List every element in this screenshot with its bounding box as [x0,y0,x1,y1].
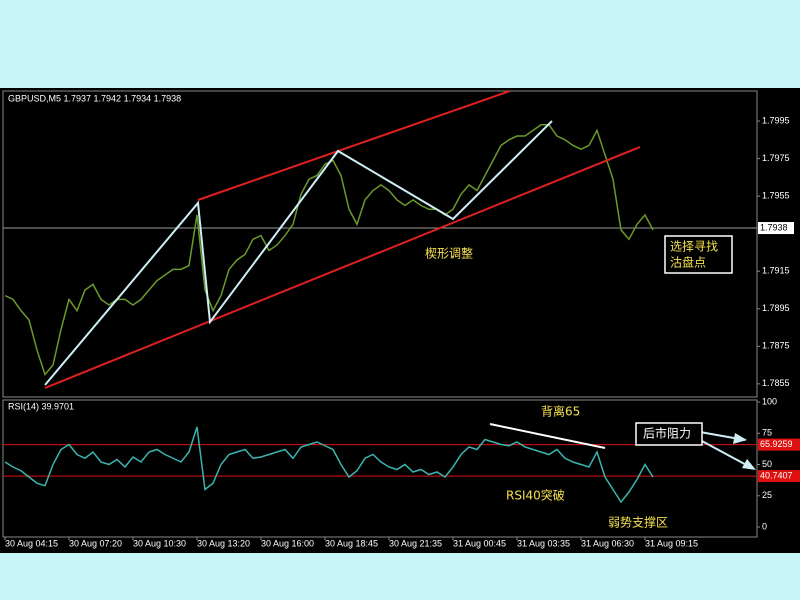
x-tick-label: 31 Aug 09:15 [645,538,698,548]
annotation: 后市阻力 [643,426,691,441]
arrow [699,439,753,469]
price-panel [2,90,758,398]
arrow-head [742,459,756,470]
last-price-label: 1.7938 [760,222,788,232]
x-tick-label: 30 Aug 18:45 [325,538,378,548]
y-tick-label: 1.7875 [762,341,790,351]
y-tick-label: 100 [762,396,777,406]
wave-line [44,120,553,386]
y-tick-label: 1.7915 [762,266,790,276]
level-label: 40.7407 [760,470,793,480]
x-tick-label: 30 Aug 16:00 [261,538,314,548]
y-tick-label: 1.7895 [762,303,790,313]
x-tick-label: 31 Aug 03:35 [517,538,570,548]
trend-line [44,146,641,389]
rsi-panel [2,399,758,538]
annotation: 沽盘点 [670,255,706,270]
y-tick-label: 50 [762,459,772,469]
y-tick-label: 1.7995 [762,115,790,125]
arrow-head [733,433,747,444]
annotation-box [664,235,733,274]
x-tick-label: 31 Aug 00:45 [453,538,506,548]
annotation: 背离65 [541,404,580,419]
annotation: 弱势支撑区 [608,515,668,530]
x-tick-label: 30 Aug 04:15 [5,538,58,548]
annotation: 选择寻找 [670,240,718,254]
y-tick-label: 1.7975 [762,153,790,163]
y-tick-label: 0 [762,521,767,531]
level-label-bg [758,438,800,451]
x-tick-label: 30 Aug 21:35 [389,538,442,548]
y-tick-label: 1.7955 [762,191,790,201]
x-tick-label: 30 Aug 13:20 [197,538,250,548]
series-line [4,426,654,504]
annotation-box [635,422,703,446]
divergence-line [489,423,606,449]
y-tick-label: 25 [762,490,772,500]
level-label-bg [758,470,800,483]
x-tick-label: 30 Aug 07:20 [69,538,122,548]
last-price-bg [758,222,794,235]
annotation: 楔形调整 [425,246,473,261]
y-tick-label: 1.7855 [762,378,790,388]
x-tick-label: 31 Aug 06:30 [581,538,634,548]
annotation: RSI40突破 [506,488,565,503]
y-tick-label: 75 [762,428,772,438]
x-tick-label: 30 Aug 10:30 [133,538,186,548]
price-title: GBPUSD,M5 1.7937 1.7942 1.7934 1.7938 [8,93,181,103]
chart-background [0,88,800,553]
level-label: 65.9259 [760,439,793,449]
rsi-title: RSI(14) 39.9701 [8,401,74,411]
trend-line [197,90,511,201]
